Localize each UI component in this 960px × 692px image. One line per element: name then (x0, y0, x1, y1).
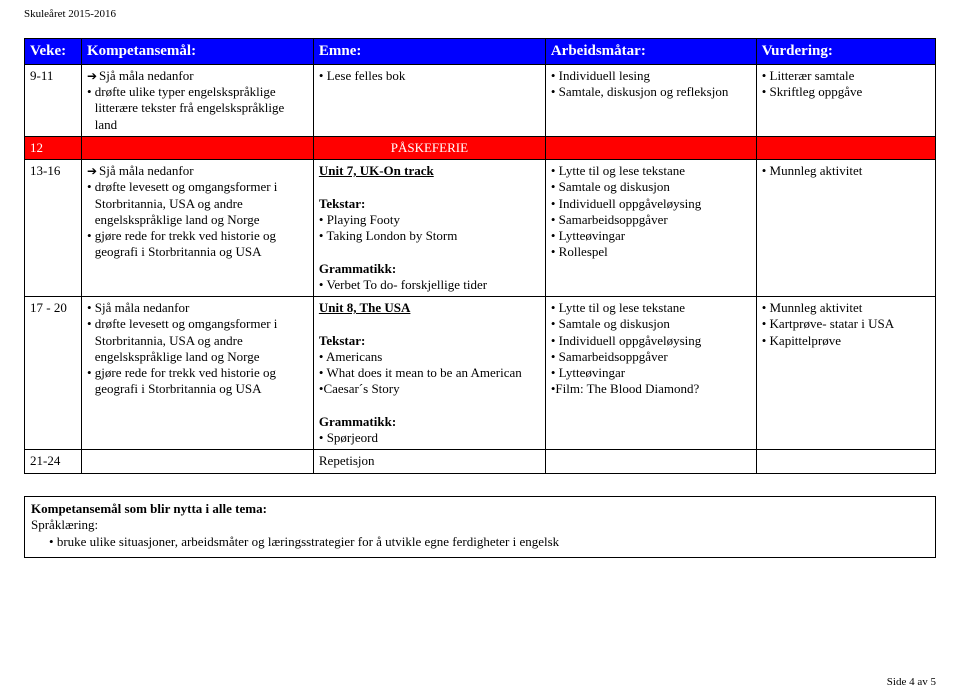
cell-komp: Sjå måla nedanfor drøfte levesett og omg… (81, 160, 313, 297)
cell-komp: Sjå måla nedanfor drøfte levesett og omg… (81, 297, 313, 450)
list-item: Lese felles bok (319, 68, 540, 84)
table-row: 17 - 20 Sjå måla nedanfor drøfte leveset… (25, 297, 936, 450)
list-item: drøfte ulike typer engelskspråklige litt… (87, 84, 308, 133)
list-item: Americans (319, 349, 540, 365)
cell-veke: 13-16 (25, 160, 82, 297)
tekstar-label: Tekstar: (319, 196, 365, 211)
tekstar-label: Tekstar: (319, 333, 365, 348)
cell-arb: Lytte til og lese tekstane Samtale og di… (545, 297, 756, 450)
col-vurd: Vurdering: (756, 39, 935, 65)
bottom-title: Kompetansemål som blir nytta i alle tema… (31, 501, 929, 518)
bottom-item: bruke ulike situasjoner, arbeidsmåter og… (49, 534, 929, 551)
list-item: Kartprøve- statar i USA (762, 316, 930, 332)
arrow-icon (87, 68, 99, 83)
grammatikk-label: Grammatikk: (319, 414, 396, 429)
page-footer: Side 4 av 5 (887, 676, 936, 688)
cell-empty (756, 136, 935, 159)
cell-empty (545, 136, 756, 159)
list-item: Lytteøvingar (551, 365, 751, 381)
list-item: Rollespel (551, 244, 751, 260)
cell-vurd: Litterær samtale Skriftleg oppgåve (756, 64, 935, 136)
col-arb: Arbeidsmåtar: (545, 39, 756, 65)
page-header-small: Skuleåret 2015-2016 (24, 8, 936, 20)
cell-veke: 21-24 (25, 450, 82, 473)
list-item: Spørjeord (319, 430, 540, 446)
cell-empty (756, 450, 935, 473)
list-item: Skriftleg oppgåve (762, 84, 930, 100)
col-komp: Kompetansemål: (81, 39, 313, 65)
holiday-row: 12 PÅSKEFERIE (25, 136, 936, 159)
curriculum-table: Veke: Kompetansemål: Emne: Arbeidsmåtar:… (24, 38, 936, 474)
col-veke: Veke: (25, 39, 82, 65)
cell-veke: 17 - 20 (25, 297, 82, 450)
cell-empty (81, 136, 313, 159)
cell-komp: Sjå måla nedanfor drøfte ulike typer eng… (81, 64, 313, 136)
list-item: Samarbeidsoppgåver (551, 349, 751, 365)
table-row: 21-24 Repetisjon (25, 450, 936, 473)
unit-title: Unit 8, The USA (319, 300, 411, 315)
bottom-block: Kompetansemål som blir nytta i alle tema… (24, 496, 936, 559)
cell-vurd: Munnleg aktivitet (756, 160, 935, 297)
cell-emne: Repetisjon (313, 450, 545, 473)
list-item: drøfte levesett og omgangsformer i Storb… (87, 316, 308, 365)
list-item: Playing Footy (319, 212, 540, 228)
cell-arb: Lytte til og lese tekstane Samtale og di… (545, 160, 756, 297)
cell-emne: Unit 7, UK-On track Tekstar: Playing Foo… (313, 160, 545, 297)
holiday-label: PÅSKEFERIE (313, 136, 545, 159)
list-item: Munnleg aktivitet (762, 300, 930, 316)
list-item: Individuell oppgåveløysing (551, 333, 751, 349)
list-item: Munnleg aktivitet (762, 163, 930, 179)
list-item: Lytte til og lese tekstane (551, 300, 751, 316)
list-item: Lytteøvingar (551, 228, 751, 244)
table-header-row: Veke: Kompetansemål: Emne: Arbeidsmåtar:… (25, 39, 936, 65)
arrow-icon (87, 163, 99, 178)
list-item: Individuell oppgåveløysing (551, 196, 751, 212)
plain-bullet: •Film: The Blood Diamond? (551, 381, 699, 396)
cell-emne: Unit 8, The USA Tekstar: Americans What … (313, 297, 545, 450)
list-item: gjøre rede for trekk ved historie og geo… (87, 365, 308, 398)
list-item: Samtale, diskusjon og refleksjon (551, 84, 751, 100)
cell-veke: 9-11 (25, 64, 82, 136)
list-item: drøfte levesett og omgangsformer i Storb… (87, 179, 308, 228)
col-emne: Emne: (313, 39, 545, 65)
cell-vurd: Munnleg aktivitet Kartprøve- statar i US… (756, 297, 935, 450)
cell-arb: Individuell lesing Samtale, diskusjon og… (545, 64, 756, 136)
list-item: gjøre rede for trekk ved historie og geo… (87, 228, 308, 261)
table-row: 13-16 Sjå måla nedanfor drøfte levesett … (25, 160, 936, 297)
cell-empty (81, 450, 313, 473)
list-item: Individuell lesing (551, 68, 751, 84)
plain-bullet: •Caesar´s Story (319, 381, 400, 396)
list-item: Verbet To do- forskjellige tider (319, 277, 540, 293)
list-item: Lytte til og lese tekstane (551, 163, 751, 179)
list-item: Taking London by Storm (319, 228, 540, 244)
list-item: What does it mean to be an American (319, 365, 540, 381)
bottom-sub: Språklæring: (31, 517, 929, 534)
unit-title: Unit 7, UK-On track (319, 163, 434, 178)
list-item: Samtale og diskusjon (551, 179, 751, 195)
list-item: Sjå måla nedanfor (87, 300, 308, 316)
list-item: Samarbeidsoppgåver (551, 212, 751, 228)
komp-arrow-text: Sjå måla nedanfor (99, 68, 194, 83)
list-item: Samtale og diskusjon (551, 316, 751, 332)
komp-arrow-text: Sjå måla nedanfor (99, 163, 194, 178)
cell-veke: 12 (25, 136, 82, 159)
list-item: Kapittelprøve (762, 333, 930, 349)
list-item: Litterær samtale (762, 68, 930, 84)
grammatikk-label: Grammatikk: (319, 261, 396, 276)
cell-empty (545, 450, 756, 473)
table-row: 9-11 Sjå måla nedanfor drøfte ulike type… (25, 64, 936, 136)
cell-emne: Lese felles bok (313, 64, 545, 136)
